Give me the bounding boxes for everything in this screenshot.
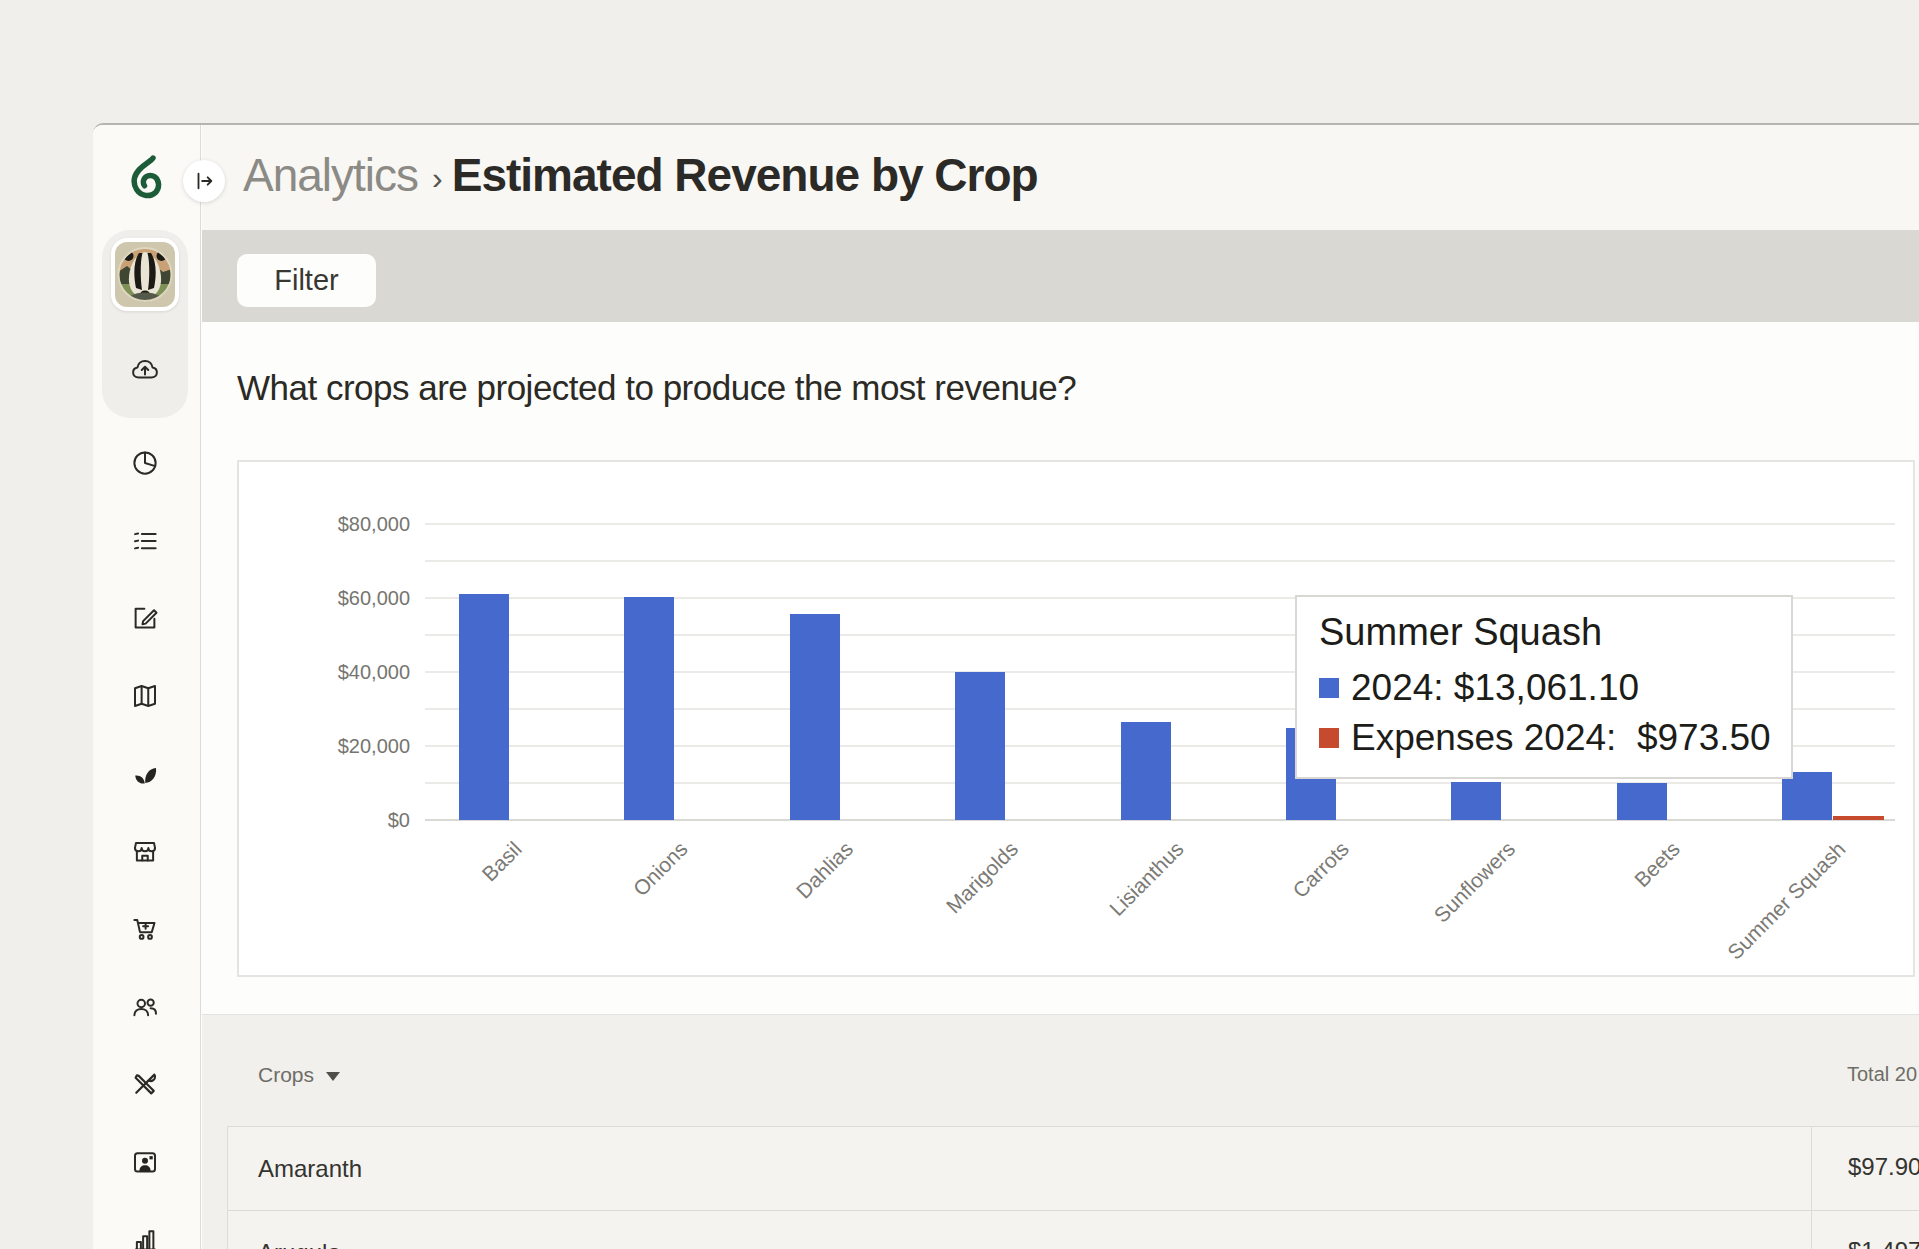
y-axis-label: $0 [239,809,410,832]
plants-icon[interactable] [130,759,160,789]
bar-expenses-summer-squash[interactable] [1833,816,1884,820]
avatar[interactable] [111,238,179,311]
y-axis-label: $60,000 [239,587,410,610]
gridline [425,560,1895,562]
store-icon[interactable] [130,836,160,866]
legend-swatch-2024 [1319,678,1339,698]
page: Analytics › Estimated Revenue by Crop Fi… [0,0,1919,1249]
crops-table: Amaranth $97.90 Arugula $1,497 [227,1126,1919,1249]
people-icon[interactable] [130,992,160,1022]
question-heading: What crops are projected to produce the … [237,368,1076,408]
crops-table-section: Crops Total 20 Amaranth $97.90 Arugula $… [202,1014,1919,1249]
task-list-icon[interactable] [130,526,160,556]
bar-marigolds[interactable] [955,672,1005,820]
toolbar: Filter [202,230,1919,322]
x-axis-label: Marigolds [942,837,1023,918]
bar-beets[interactable] [1617,783,1667,820]
app-logo[interactable] [129,155,163,201]
tooltip-row-2024: 2024: $13,061.10 [1319,667,1639,709]
tools-icon[interactable] [130,1069,160,1099]
gridline [425,523,1895,525]
filter-button[interactable]: Filter [237,254,376,307]
x-axis-label: Sunflowers [1429,837,1519,927]
x-axis-label: Summer Squash [1723,837,1851,965]
chart-tooltip: Summer Squash 2024: $13,061.10 Expenses … [1295,595,1793,779]
x-axis-label: Carrots [1288,837,1354,903]
x-axis-label: Beets [1630,837,1685,892]
app-window: Analytics › Estimated Revenue by Crop Fi… [93,123,1919,1249]
tooltip-row-expenses: Expenses 2024: $973.50 [1319,717,1771,759]
bar-sunflowers[interactable] [1451,782,1501,820]
sidebar [93,125,201,1249]
bar-lisianthus[interactable] [1121,722,1171,820]
bar-onions[interactable] [624,597,674,820]
sort-caret-icon [326,1072,340,1081]
map-icon[interactable] [130,681,160,711]
bar-chart-icon[interactable] [130,1225,160,1249]
bar-dahlias[interactable] [790,614,840,820]
edit-icon[interactable] [130,603,160,633]
table-column-divider [1811,1127,1812,1249]
breadcrumb-separator: › [432,160,442,197]
table-row[interactable]: Arugula $1,497 [228,1211,1919,1249]
y-axis-label: $40,000 [239,661,410,684]
legend-swatch-expenses [1319,728,1339,748]
breadcrumb-analytics[interactable]: Analytics [243,148,418,202]
column-header-total: Total 20 [1847,1063,1917,1086]
breadcrumb: Analytics › Estimated Revenue by Crop [243,148,1038,202]
cloud-upload-icon[interactable] [130,355,160,385]
pie-chart-icon[interactable] [130,448,160,478]
tooltip-title: Summer Squash [1319,611,1602,654]
x-axis-label: Dahlias [791,837,858,904]
cart-plus-icon[interactable] [130,914,160,944]
page-title: Estimated Revenue by Crop [452,148,1038,202]
expand-sidebar-button[interactable] [183,160,225,202]
y-axis-label: $20,000 [239,735,410,758]
table-row[interactable]: Amaranth $97.90 [228,1127,1919,1211]
content: What crops are projected to produce the … [202,322,1919,1249]
y-axis-label: $80,000 [239,513,410,536]
bar-basil[interactable] [459,594,509,820]
chart-card: $0 $20,000 $40,000 $60,000 $80,000 Basil Onion… [237,460,1915,977]
contacts-icon[interactable] [130,1147,160,1177]
x-axis-label: Lisianthus [1105,837,1189,921]
x-axis-label: Onions [628,837,692,901]
page-header: Analytics › Estimated Revenue by Crop [202,125,1919,230]
x-axis-label: Basil [478,837,527,886]
column-header-crops[interactable]: Crops [258,1063,340,1087]
